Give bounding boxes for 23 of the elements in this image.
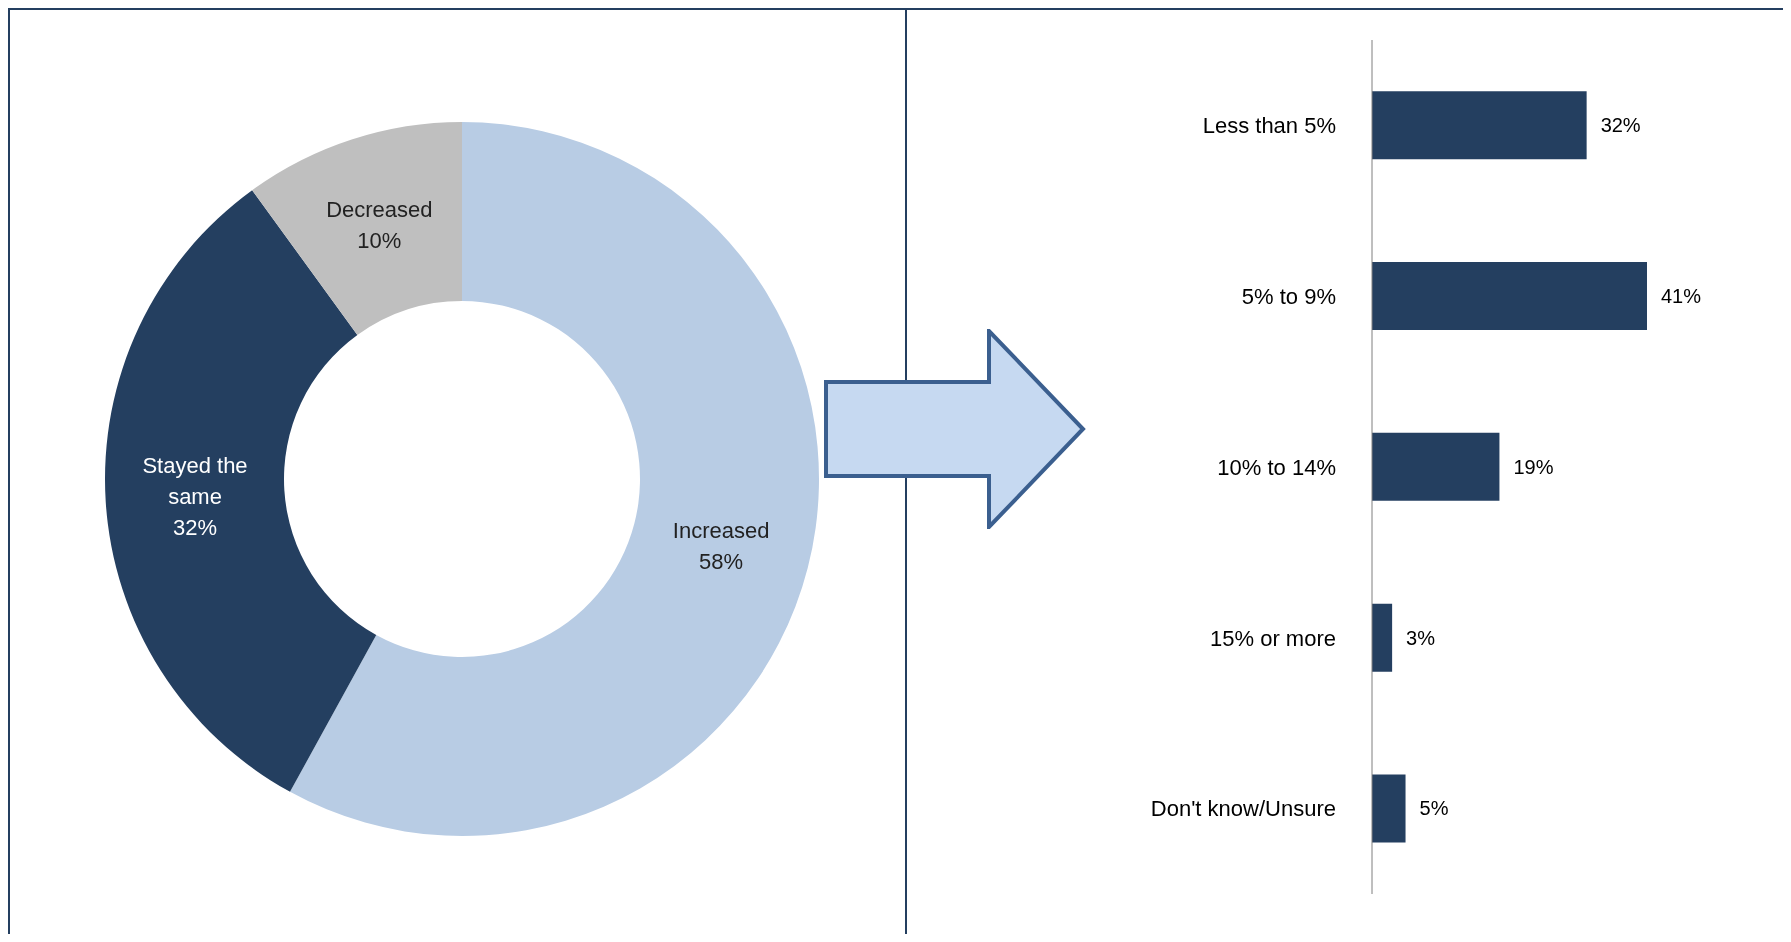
data-label: 5% [1419,797,1449,820]
bar [1372,262,1647,331]
data-label: 32% [1600,114,1641,137]
donut-slice [290,122,819,836]
data-label: 3% [1406,626,1436,649]
bar [1372,91,1587,160]
data-label: 19% [1513,455,1554,478]
data-label: 32% [173,514,218,540]
bar [1372,774,1406,843]
y-tick-label: 15% or more [1210,625,1336,651]
y-tick-label: 10% to 14% [1217,454,1336,480]
y-tick-label: Less than 5% [1202,113,1336,139]
y-tick-label: Don't know/Unsure [1150,796,1336,822]
slice-label: Decreased [326,196,433,222]
slice-label: Increased [672,517,770,543]
data-label: 58% [699,548,744,574]
bar [1372,603,1393,672]
data-label: 10% [357,227,402,253]
donut-slice [252,122,462,335]
data-label: 41% [1661,285,1702,308]
bar [1372,432,1500,501]
slice-label: Stayed the same [142,452,248,509]
y-tick-label: 5% to 9% [1241,284,1336,310]
